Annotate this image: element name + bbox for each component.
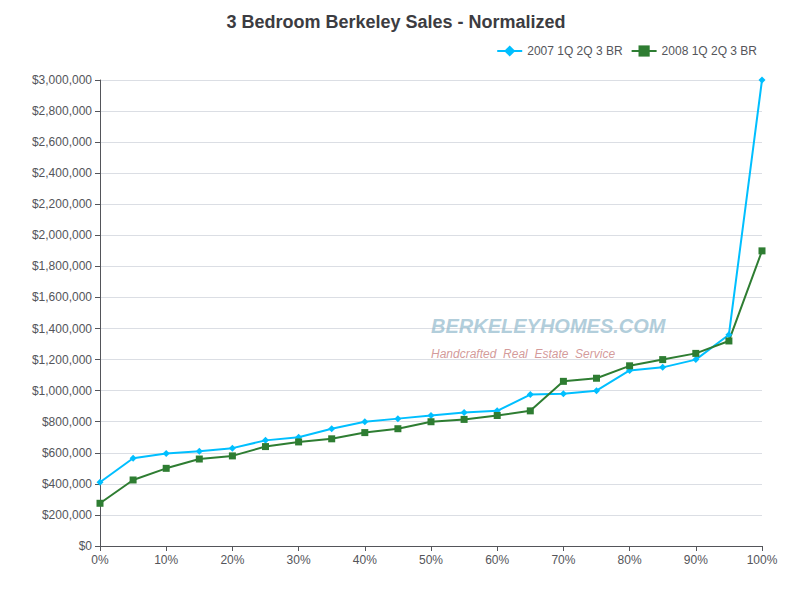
svg-text:3 Bedroom Berkeley Sales - Nor: 3 Bedroom Berkeley Sales - Normalized [226, 12, 565, 32]
svg-text:70%: 70% [551, 553, 575, 567]
svg-text:BERKELEYHOMES.COM: BERKELEYHOMES.COM [431, 315, 667, 337]
svg-text:$1,400,000: $1,400,000 [32, 322, 92, 336]
svg-text:$400,000: $400,000 [42, 477, 92, 491]
svg-text:$1,200,000: $1,200,000 [32, 353, 92, 367]
svg-text:20%: 20% [220, 553, 244, 567]
svg-text:$3,000,000: $3,000,000 [32, 73, 92, 87]
svg-text:Handcrafted Real Estate Ser: Handcrafted Real Estate Service [431, 347, 615, 361]
svg-text:$0: $0 [79, 539, 93, 553]
svg-text:0%: 0% [91, 553, 109, 567]
svg-text:30%: 30% [287, 553, 311, 567]
svg-text:50%: 50% [419, 553, 443, 567]
svg-text:$2,800,000: $2,800,000 [32, 104, 92, 118]
svg-text:80%: 80% [618, 553, 642, 567]
svg-text:$1,000,000: $1,000,000 [32, 384, 92, 398]
svg-text:$2,200,000: $2,200,000 [32, 197, 92, 211]
svg-text:2007 1Q 2Q 3 BR: 2007 1Q 2Q 3 BR [527, 44, 623, 58]
svg-text:$800,000: $800,000 [42, 415, 92, 429]
svg-text:$2,600,000: $2,600,000 [32, 135, 92, 149]
svg-text:$1,800,000: $1,800,000 [32, 259, 92, 273]
svg-text:40%: 40% [353, 553, 377, 567]
svg-text:$600,000: $600,000 [42, 446, 92, 460]
svg-text:$1,600,000: $1,600,000 [32, 290, 92, 304]
svg-text:$2,000,000: $2,000,000 [32, 228, 92, 242]
svg-text:$2,400,000: $2,400,000 [32, 166, 92, 180]
svg-text:2008 1Q 2Q 3 BR: 2008 1Q 2Q 3 BR [662, 44, 758, 58]
svg-text:90%: 90% [684, 553, 708, 567]
svg-text:100%: 100% [747, 553, 778, 567]
svg-text:10%: 10% [154, 553, 178, 567]
svg-text:60%: 60% [485, 553, 509, 567]
svg-text:$200,000: $200,000 [42, 508, 92, 522]
